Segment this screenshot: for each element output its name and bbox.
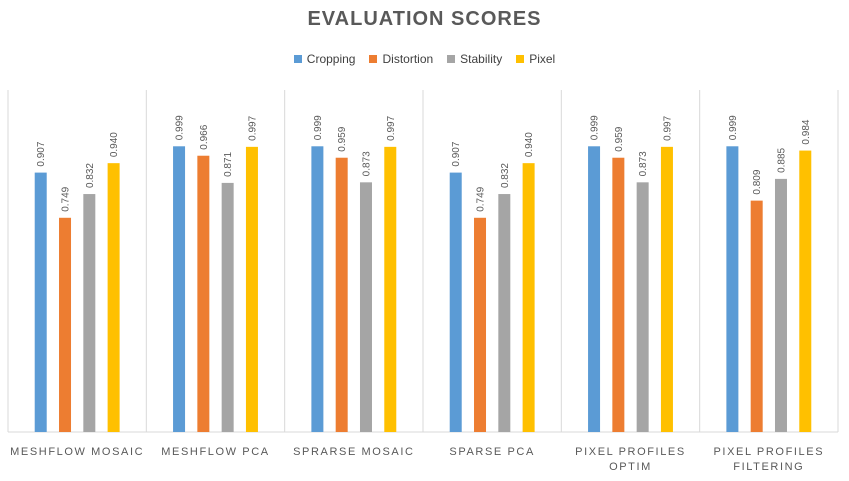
legend-swatch: [293, 55, 302, 63]
bar-stability: [774, 178, 787, 432]
bar-cropping: [588, 146, 601, 432]
data-label: 0.997: [386, 115, 397, 140]
chart-title: EVALUATION SCORES: [307, 8, 542, 30]
data-label: 0.966: [199, 124, 210, 149]
bar-distortion: [59, 217, 72, 432]
data-label: 0.907: [36, 141, 47, 166]
bar-distortion: [612, 157, 625, 432]
data-label: 0.997: [662, 115, 673, 140]
legend-item-distortion: Distortion: [369, 52, 433, 66]
bar-stability: [359, 182, 372, 432]
data-label: 0.940: [109, 132, 120, 157]
data-label: 0.959: [337, 126, 348, 151]
bar-cropping: [34, 172, 47, 432]
bar-cropping: [726, 146, 739, 432]
bar-stability: [498, 194, 511, 432]
data-label: 0.871: [223, 151, 234, 176]
x-tick-label: OPTIM: [609, 461, 652, 473]
bar-cropping: [311, 146, 324, 432]
bar-distortion: [750, 200, 763, 432]
data-label: 0.999: [313, 115, 324, 140]
bar-cropping: [449, 172, 462, 432]
legend-item-pixel: Pixel: [516, 52, 555, 66]
x-tick-label: PIXEL PROFILES: [575, 446, 686, 458]
bar-pixel: [660, 146, 673, 432]
data-label: 0.959: [614, 126, 625, 151]
bar-distortion: [474, 217, 487, 432]
legend-item-stability: Stability: [447, 52, 502, 66]
data-label: 0.832: [500, 163, 511, 188]
legend-label: Distortion: [382, 52, 434, 66]
bar-pixel: [522, 163, 535, 432]
x-tick-label: PIXEL PROFILES: [714, 446, 825, 458]
data-label: 0.997: [247, 115, 258, 140]
bar-stability: [221, 182, 234, 432]
bar-pixel: [799, 150, 812, 433]
data-label: 0.885: [776, 147, 787, 172]
bar-distortion: [197, 155, 210, 432]
data-label: 0.999: [590, 115, 601, 140]
bar-distortion: [335, 157, 348, 432]
bar-stability: [636, 182, 649, 432]
data-label: 0.984: [801, 119, 812, 144]
x-tick-label: SPRARSE MOSAIC: [293, 446, 414, 458]
x-tick-label: SPARSE PCA: [449, 446, 535, 458]
data-label: 0.809: [752, 169, 763, 194]
legend-label: Cropping: [306, 52, 356, 66]
data-label: 0.907: [451, 141, 462, 166]
data-label: 0.999: [728, 115, 739, 140]
legend-swatch: [516, 55, 525, 63]
data-label: 0.873: [361, 151, 372, 176]
bar-pixel: [107, 163, 120, 432]
legend: Cropping Distortion Stability Pixel: [0, 52, 849, 66]
legend-swatch: [447, 55, 456, 63]
x-tick-label: MESHFLOW MOSAIC: [10, 446, 144, 458]
bar-stability: [83, 194, 96, 432]
legend-label: Stability: [460, 52, 503, 66]
data-label: 0.999: [175, 115, 186, 140]
x-tick-label: FILTERING: [733, 461, 804, 473]
bar-pixel: [245, 146, 258, 432]
x-tick-label: MESHFLOW PCA: [161, 446, 269, 458]
bar-pixel: [384, 146, 397, 432]
data-label: 0.873: [638, 151, 649, 176]
legend-item-cropping: Cropping: [293, 52, 356, 66]
legend-label: Pixel: [529, 52, 556, 66]
data-label: 0.749: [61, 186, 72, 211]
bar-cropping: [173, 146, 186, 432]
legend-swatch: [369, 55, 378, 63]
data-label: 0.749: [476, 186, 487, 211]
data-label: 0.832: [85, 163, 96, 188]
data-label: 0.940: [524, 132, 535, 157]
